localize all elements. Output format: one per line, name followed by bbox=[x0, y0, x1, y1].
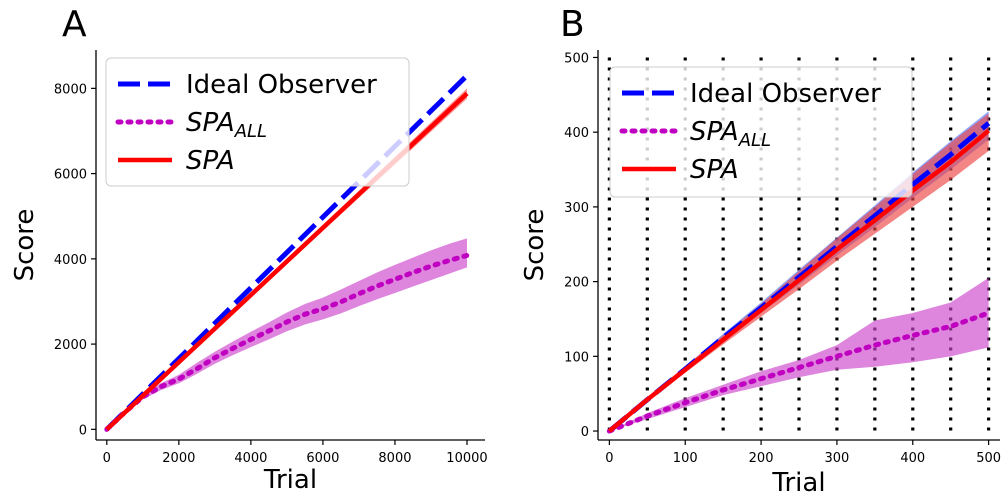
panel-b-letter: B bbox=[560, 4, 585, 45]
panel-a-x-tick-label-2000: 2000 bbox=[162, 451, 195, 466]
panel-b-legend-spa-label: SPA bbox=[690, 155, 739, 185]
panel-b-x-tick-label-0: 0 bbox=[605, 451, 613, 466]
panel-b-y-tick-label-400: 400 bbox=[564, 126, 589, 141]
panel-b-x-tick-label-200: 200 bbox=[749, 451, 774, 466]
panel-b-y-axis-label: Score bbox=[520, 209, 550, 282]
panel-a-y-tick-label-2000: 2000 bbox=[54, 338, 87, 353]
panel-a-x-tick-label-6000: 6000 bbox=[306, 451, 339, 466]
panel-a-legend-spa-all-label: SPAALL bbox=[186, 108, 267, 142]
panel-b-x-tick-label-300: 300 bbox=[825, 451, 850, 466]
panel-a-x-tick-label-8000: 8000 bbox=[378, 451, 411, 466]
panel-a-plot: 0 2000 4000 6000 8000 10000 0 2000 4000 6000 8000 T… bbox=[10, 50, 488, 495]
panel-a-x-tick-label-0: 0 bbox=[103, 451, 111, 466]
panel-a-legend-ideal-observer-label: Ideal Observer bbox=[186, 70, 377, 100]
panel-a-x-axis-label: Trial bbox=[263, 465, 317, 495]
panel-b-y-tick-label-100: 100 bbox=[564, 350, 589, 365]
panel-a-y-axis-label: Score bbox=[10, 209, 40, 282]
panel-a-x-tick-label-10000: 10000 bbox=[446, 451, 487, 466]
panel-a-y-tick-label-6000: 6000 bbox=[54, 168, 87, 183]
panel-b-legend-ideal-observer-label: Ideal Observer bbox=[690, 79, 881, 109]
panel-a-letter: A bbox=[62, 4, 87, 45]
panel-b-x-axis-label: Trial bbox=[771, 468, 825, 498]
panel-a-spa-all-band bbox=[106, 238, 467, 430]
panel-a-legend-box bbox=[105, 57, 410, 187]
panel-a-x-tick-label-4000: 4000 bbox=[234, 451, 267, 466]
panel-a-legend: Ideal Observer SPAALL SPA bbox=[105, 57, 410, 187]
panel-b-spa-line bbox=[607, 128, 991, 433]
panel-b-y-tick-label-200: 200 bbox=[564, 276, 589, 291]
panel-a-legend-spa-label: SPA bbox=[186, 146, 235, 176]
panel-b-legend-box bbox=[609, 66, 913, 198]
panel-b-plot: 0 100 200 300 400 500 0 100 200 300 400 500 Trial Sco… bbox=[520, 50, 1001, 498]
panel-b-x-tick-label-400: 400 bbox=[900, 451, 925, 466]
panel-b-x-tick-label-100: 100 bbox=[673, 451, 698, 466]
panel-b-x-tick-label-500: 500 bbox=[976, 451, 1001, 466]
panel-b-y-tick-label-500: 500 bbox=[564, 51, 589, 66]
panel-a-y-tick-label-0: 0 bbox=[79, 423, 87, 438]
panel-b-legend-spa-all-label: SPAALL bbox=[690, 117, 771, 151]
panel-b-spa-all-line bbox=[606, 310, 992, 434]
panel-b-y-tick-label-300: 300 bbox=[564, 201, 589, 216]
panel-b-y-tick-label-0: 0 bbox=[581, 425, 589, 440]
panel-a-spa-all-line bbox=[104, 252, 470, 432]
panel-a-y-tick-label-8000: 8000 bbox=[54, 82, 87, 97]
panel-b-spa-all-band bbox=[609, 277, 989, 432]
panel-a-y-tick-label-4000: 4000 bbox=[54, 253, 87, 268]
panel-b-legend: Ideal Observer SPAALL SPA bbox=[609, 66, 913, 198]
